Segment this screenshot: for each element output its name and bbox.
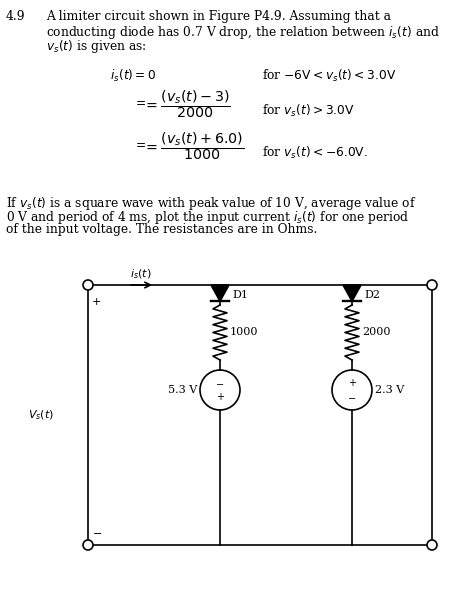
Text: $=\dfrac{(v_s(t)+6.0)}{1000}$: $=\dfrac{(v_s(t)+6.0)}{1000}$ xyxy=(143,130,245,162)
Text: D1: D1 xyxy=(232,290,248,300)
Circle shape xyxy=(427,540,437,550)
Text: $i_s(t) = 0$: $i_s(t) = 0$ xyxy=(110,68,156,84)
Text: conducting diode has 0.7 V drop, the relation between $i_s(t)$ and: conducting diode has 0.7 V drop, the rel… xyxy=(46,24,440,41)
Text: A limiter circuit shown in Figure P4.9. Assuming that a: A limiter circuit shown in Figure P4.9. … xyxy=(46,10,391,23)
Text: $=$: $=$ xyxy=(133,137,146,150)
Text: $v_s(t)$ is given as:: $v_s(t)$ is given as: xyxy=(46,38,146,55)
Circle shape xyxy=(83,280,93,290)
Text: for $v_s(t) < -6.0\mathrm{V}.$: for $v_s(t) < -6.0\mathrm{V}.$ xyxy=(262,145,368,161)
Text: 1000: 1000 xyxy=(230,327,258,337)
Text: $V_s(t)$: $V_s(t)$ xyxy=(28,408,54,422)
Text: $-$: $-$ xyxy=(92,527,102,537)
Polygon shape xyxy=(211,285,229,301)
Text: 5.3 V: 5.3 V xyxy=(168,385,197,395)
Text: $=$: $=$ xyxy=(133,95,146,108)
Text: 2000: 2000 xyxy=(362,327,391,337)
Text: $i_s(t)$: $i_s(t)$ xyxy=(130,267,152,281)
Text: $=\dfrac{(v_s(t)-3)}{2000}$: $=\dfrac{(v_s(t)-3)}{2000}$ xyxy=(143,88,231,120)
Text: of the input voltage. The resistances are in Ohms.: of the input voltage. The resistances ar… xyxy=(6,223,318,236)
Text: D2: D2 xyxy=(364,290,380,300)
Text: +: + xyxy=(92,297,101,307)
Text: for $-6\mathrm{V} < v_s(t) < 3.0\mathrm{V}$: for $-6\mathrm{V} < v_s(t) < 3.0\mathrm{… xyxy=(262,68,396,84)
Text: 0 V and period of 4 ms, plot the input current $i_s(t)$ for one period: 0 V and period of 4 ms, plot the input c… xyxy=(6,209,410,226)
Text: If $v_s(t)$ is a square wave with peak value of 10 V, average value of: If $v_s(t)$ is a square wave with peak v… xyxy=(6,195,416,212)
Text: 2.3 V: 2.3 V xyxy=(375,385,404,395)
Text: 4.9: 4.9 xyxy=(6,10,26,23)
Circle shape xyxy=(83,540,93,550)
Circle shape xyxy=(427,280,437,290)
Text: +: + xyxy=(348,378,356,388)
Polygon shape xyxy=(343,285,361,301)
Text: $-$: $-$ xyxy=(216,378,225,388)
Text: +: + xyxy=(216,392,224,402)
Text: for $v_s(t) > 3.0\mathrm{V}$: for $v_s(t) > 3.0\mathrm{V}$ xyxy=(262,103,355,119)
Text: $-$: $-$ xyxy=(347,392,356,402)
